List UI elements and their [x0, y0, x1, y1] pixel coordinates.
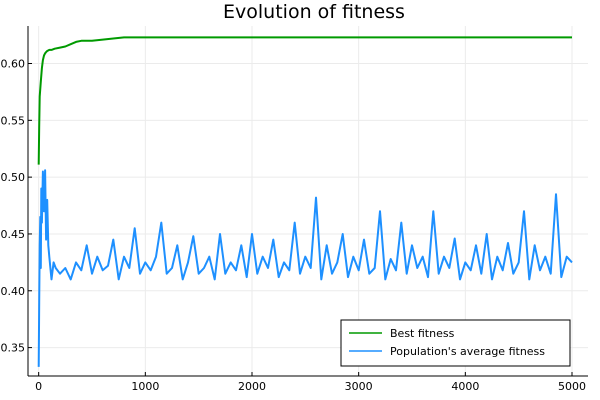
x-tick-label: 3000	[345, 380, 373, 393]
y-tick-label: 0.35	[1, 342, 26, 355]
x-tick-label: 2000	[238, 380, 266, 393]
series-layer	[37, 36, 573, 367]
axes-layer	[27, 26, 588, 377]
x-tick-label: 0	[35, 380, 42, 393]
ticks-layer: 0 1000 2000 3000 4000 5000 0.35 0.40 0.45 0.50 0.5…	[1, 58, 587, 394]
series-line-population-average-fitness	[37, 169, 573, 367]
series-line-best-fitness	[37, 36, 572, 165]
y-tick-label: 0.50	[1, 171, 26, 184]
x-tick-label: 5000	[558, 380, 586, 393]
x-tick-label: 1000	[131, 380, 159, 393]
chart-title: Evolution of fitness	[223, 1, 405, 23]
legend-label-population-average-fitness: Population's average fitness	[390, 345, 545, 358]
grid-layer	[28, 26, 588, 376]
x-tick-label: 4000	[451, 380, 479, 393]
legend: Best fitness Population's average fitnes…	[340, 319, 571, 367]
y-tick-label: 0.40	[1, 285, 26, 298]
legend-label-best-fitness: Best fitness	[390, 327, 455, 340]
y-tick-label: 0.60	[1, 58, 26, 71]
y-tick-label: 0.45	[1, 228, 26, 241]
legend-box	[340, 319, 571, 367]
y-tick-label: 0.55	[1, 114, 26, 127]
